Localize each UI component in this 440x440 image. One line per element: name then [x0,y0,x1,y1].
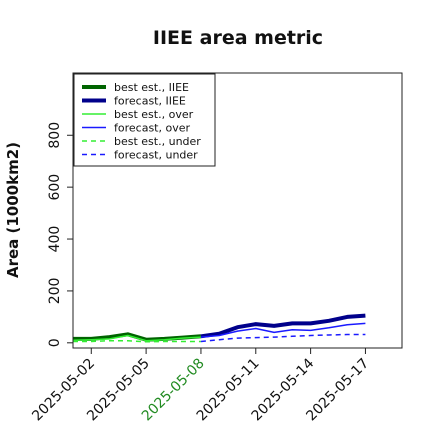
y-tick-label: 400 [47,226,63,253]
legend-entry: best est., over [114,108,194,121]
series-line-5 [73,339,201,343]
series-line-3 [72,334,201,342]
y-tick-label: 600 [47,174,63,201]
y-tick-label: 200 [47,278,63,305]
legend-entry: best est., under [114,135,201,148]
plot-area [72,313,366,343]
legend-entry: best est., IIEE [114,81,189,94]
legend-entry: forecast, IIEE [114,95,186,108]
legend-box [73,73,216,167]
y-axis-ticks: 0 200 400 600 800 [47,122,73,347]
series-line-4 [200,322,366,338]
series-line-2 [200,313,366,339]
y-tick-label: 800 [47,122,63,149]
series-line-6 [200,333,366,343]
y-axis-label: Area (1000km2) [4,142,22,278]
legend-entry: forecast, under [114,149,198,162]
y-tick-label: 0 [47,338,63,347]
legend-entry: forecast, over [114,122,190,135]
chart-title: IIEE area metric [153,27,323,49]
plot-frame [72,72,403,349]
x-axis-ticks: 2025-05-022025-05-052025-05-082025-05-11… [29,348,372,424]
